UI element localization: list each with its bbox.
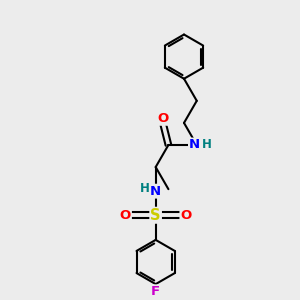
- Text: O: O: [180, 209, 192, 222]
- Text: N: N: [150, 185, 161, 198]
- Text: O: O: [120, 209, 131, 222]
- Text: S: S: [150, 208, 161, 223]
- Text: H: H: [202, 139, 212, 152]
- Text: N: N: [189, 139, 200, 152]
- Text: O: O: [158, 112, 169, 125]
- Text: F: F: [151, 285, 160, 298]
- Text: H: H: [140, 182, 150, 195]
